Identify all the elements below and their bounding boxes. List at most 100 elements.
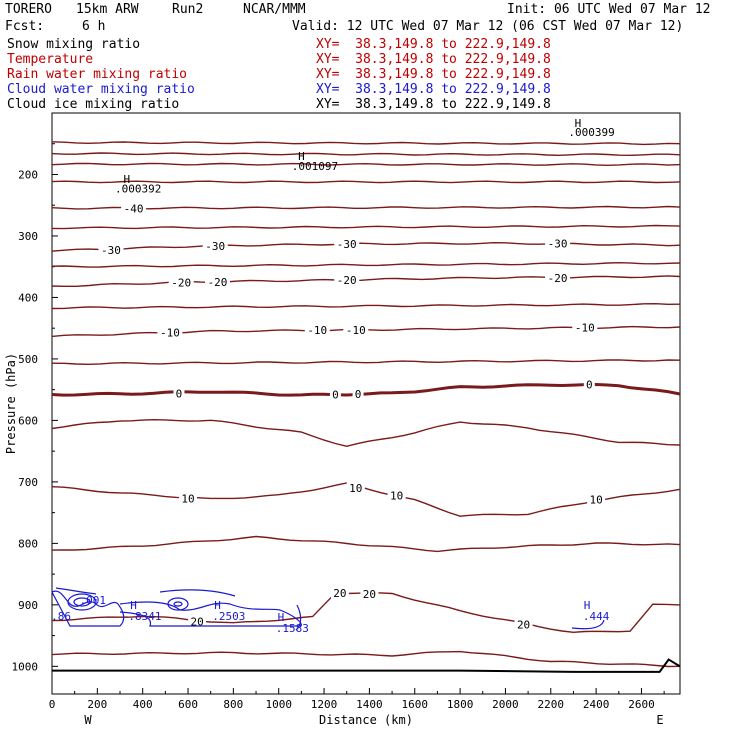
x-tick-label: 0 <box>49 698 56 711</box>
cloud-water-contour <box>55 587 97 595</box>
contour-label-bg <box>188 615 207 628</box>
cloud-water-label: .2503 <box>212 610 245 623</box>
x-tick-label: 1600 <box>401 698 428 711</box>
valid-time: Valid: 12 UTC Wed 07 Mar 12 (06 CST Wed … <box>292 19 684 34</box>
legend-snow-label: Snow mixing ratio <box>7 37 141 52</box>
x-tick-label: 200 <box>87 698 107 711</box>
forecast-label: Fcst: <box>5 19 45 34</box>
contour-label-bg <box>346 482 365 495</box>
contour-label: 20 <box>517 619 530 632</box>
contour-label-bg <box>352 387 364 400</box>
x-tick-label: 600 <box>178 698 198 711</box>
contour-label-bg <box>329 388 341 401</box>
contour-label-bg <box>572 321 598 334</box>
isotherm--45 <box>51 180 681 184</box>
contour-label-bg <box>334 274 360 287</box>
isotherm--5 <box>51 359 681 366</box>
contour-label: -20 <box>548 272 568 285</box>
cloud-water-label: .444 <box>583 610 610 623</box>
contour-label: -20 <box>171 277 191 290</box>
contour-label: -10 <box>160 326 180 339</box>
contour-label: -30 <box>101 244 121 257</box>
cloud-water-contour <box>67 593 97 611</box>
isotherm-15 <box>51 535 681 553</box>
contour-label: 10 <box>589 494 602 507</box>
contour-label-bg <box>202 239 228 252</box>
legend-cloud-water-label: Cloud water mixing ratio <box>7 82 195 97</box>
contour-label: 0 <box>355 388 362 401</box>
contour-label: -30 <box>205 240 225 253</box>
legend-snow-xy: XY= 38.3,149.8 to 222.9,149.8 <box>316 37 551 52</box>
isotherm--30 <box>51 241 681 252</box>
cloud-water-contour <box>173 601 183 607</box>
x-tick-label: 2400 <box>583 698 610 711</box>
legend-rain-xy: XY= 38.3,149.8 to 222.9,149.8 <box>316 67 551 82</box>
cloud-water-contour <box>119 601 302 627</box>
y-tick-label: 1000 <box>12 660 39 673</box>
legend-temperature-label: Temperature <box>7 52 94 67</box>
cloud-water-label: .001 <box>80 594 107 607</box>
legend-temperature-xy: XY= 38.3,149.8 to 222.9,149.8 <box>316 52 551 67</box>
y-tick-label: 800 <box>18 537 38 550</box>
contour-label-bg <box>173 387 185 400</box>
contour-label: 0 <box>586 379 593 392</box>
y-tick-label: 300 <box>18 230 38 243</box>
cloud-water-label: .1583 <box>276 622 309 635</box>
contour-label-bg <box>343 324 369 337</box>
cloud-ice-label: H <box>124 173 131 186</box>
cloud-ice-label: H <box>575 117 582 130</box>
x-tick-label: 1800 <box>447 698 474 711</box>
contour-label: -30 <box>548 237 568 250</box>
contour-label-bg <box>583 378 595 391</box>
cloud-water-label: .8341 <box>128 610 161 623</box>
contour-label: 20 <box>363 588 376 601</box>
contour-label: 10 <box>349 482 362 495</box>
contour-label-bg <box>587 493 606 506</box>
contour-label-bg <box>168 276 194 289</box>
cloud-water-contour <box>159 589 236 597</box>
contour-label: -10 <box>307 324 327 337</box>
contour-label-bg <box>330 587 349 600</box>
y-tick-label: 400 <box>18 291 38 304</box>
contour-label: 10 <box>181 492 194 505</box>
cloud-water-label: .86 <box>51 610 71 623</box>
x-axis-label: Distance (km) <box>319 713 413 727</box>
contour-label: -10 <box>575 322 595 335</box>
contour-label: 20 <box>190 615 203 628</box>
cloud-water-label: H <box>584 599 591 612</box>
contour-label-bg <box>304 324 330 337</box>
contour-label: -20 <box>337 274 357 287</box>
contour-label-bg <box>157 326 183 339</box>
y-tick-label: 200 <box>18 168 38 181</box>
x-tick-label: 2000 <box>492 698 519 711</box>
cloud-ice-label: .000392 <box>115 183 161 196</box>
x-tick-label: 800 <box>223 698 243 711</box>
isotherm-0 <box>51 382 681 397</box>
contour-label: -20 <box>208 276 228 289</box>
y-axis-label: Pressure (hPa) <box>4 353 18 454</box>
y-tick-label: 600 <box>18 414 38 427</box>
x-tick-label: 1400 <box>356 698 383 711</box>
cloud-water-contour <box>295 604 302 631</box>
forecast-hour: 6 h <box>82 19 106 34</box>
y-tick-label: 900 <box>18 599 38 612</box>
plot-frame <box>51 112 681 695</box>
isotherm--35 <box>51 224 681 230</box>
contour-label: 20 <box>333 587 346 600</box>
isotherm-25 <box>51 650 681 668</box>
init-time: Init: 06 UTC Wed 07 Mar 12 <box>507 2 711 17</box>
contour-label-bg <box>98 244 124 257</box>
x-tick-label: 400 <box>133 698 153 711</box>
contour-label-bg <box>205 276 231 289</box>
run-name: Run2 <box>172 2 204 17</box>
y-tick-label: 500 <box>18 353 38 366</box>
contour-label: -10 <box>346 324 366 337</box>
west-label: W <box>84 713 92 727</box>
isotherm--40 <box>51 205 681 210</box>
legend-cloud-ice-label: Cloud ice mixing ratio <box>7 97 180 112</box>
cloud-water-contour <box>571 619 605 630</box>
isotherm--25 <box>51 261 681 268</box>
cloud-water-label: H <box>130 599 137 612</box>
